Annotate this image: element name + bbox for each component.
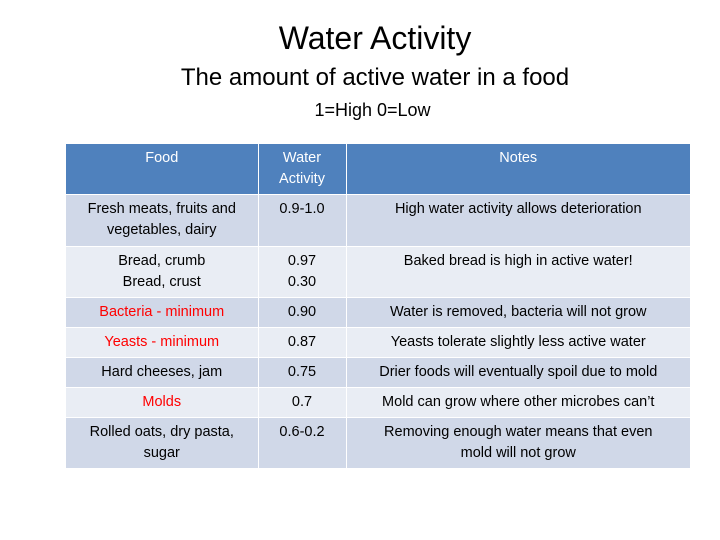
water-activity-cell: 0.97 0.30 [258, 246, 347, 298]
notes-cell: Water is removed, bacteria will not grow [346, 297, 690, 328]
table-row: Molds 0.7 Mold can grow where other micr… [66, 387, 690, 418]
header-water-activity: Water Activity [258, 144, 347, 195]
water-activity-cell: 0.6-0.2 [258, 417, 347, 468]
page-title: Water Activity [278, 20, 472, 56]
table-row: Bread, crumb Bread, crust 0.97 0.30 Bake… [66, 246, 690, 298]
table-row: Rolled oats, dry pasta, sugar 0.6-0.2 Re… [66, 417, 690, 468]
notes-cell: Yeasts tolerate slightly less active wat… [346, 327, 690, 358]
notes-cell: Removing enough water means that even mo… [346, 417, 690, 468]
water-activity-cell: 0.7 [258, 387, 347, 418]
notes-cell: High water activity allows deterioration [346, 194, 690, 247]
water-activity-cell: 0.87 [258, 327, 347, 358]
water-activity-cell: 0.90 [258, 297, 347, 328]
food-cell: Bacteria - minimum [66, 297, 259, 328]
food-cell: Fresh meats, fruits and vegetables, dair… [66, 194, 259, 247]
page-subtitle: The amount of active water in a food [180, 64, 570, 91]
table-row: Bacteria - minimum 0.90 Water is removed… [66, 297, 690, 328]
notes-cell: Mold can grow where other microbes can’t [346, 387, 690, 418]
water-activity-table: Food Water Activity Notes Fresh meats, f… [66, 144, 690, 468]
food-cell: Rolled oats, dry pasta, sugar [66, 417, 259, 468]
table-row: Hard cheeses, jam 0.75 Drier foods will … [66, 357, 690, 388]
table-header-row: Food Water Activity Notes [66, 144, 690, 195]
food-cell: Molds [66, 387, 259, 418]
notes-cell: Drier foods will eventually spoil due to… [346, 357, 690, 388]
food-cell: Hard cheeses, jam [66, 357, 259, 388]
water-activity-cell: 0.75 [258, 357, 347, 388]
header-notes: Notes [346, 144, 690, 195]
table-row: Yeasts - minimum 0.87 Yeasts tolerate sl… [66, 327, 690, 358]
table-row: Fresh meats, fruits and vegetables, dair… [66, 194, 690, 247]
water-activity-cell: 0.9-1.0 [258, 194, 347, 247]
scale-note: 1=High 0=Low [314, 100, 431, 120]
food-cell: Bread, crumb Bread, crust [66, 246, 259, 298]
header-food: Food [66, 144, 259, 195]
notes-cell: Baked bread is high in active water! [346, 246, 690, 298]
food-cell: Yeasts - minimum [66, 327, 259, 358]
